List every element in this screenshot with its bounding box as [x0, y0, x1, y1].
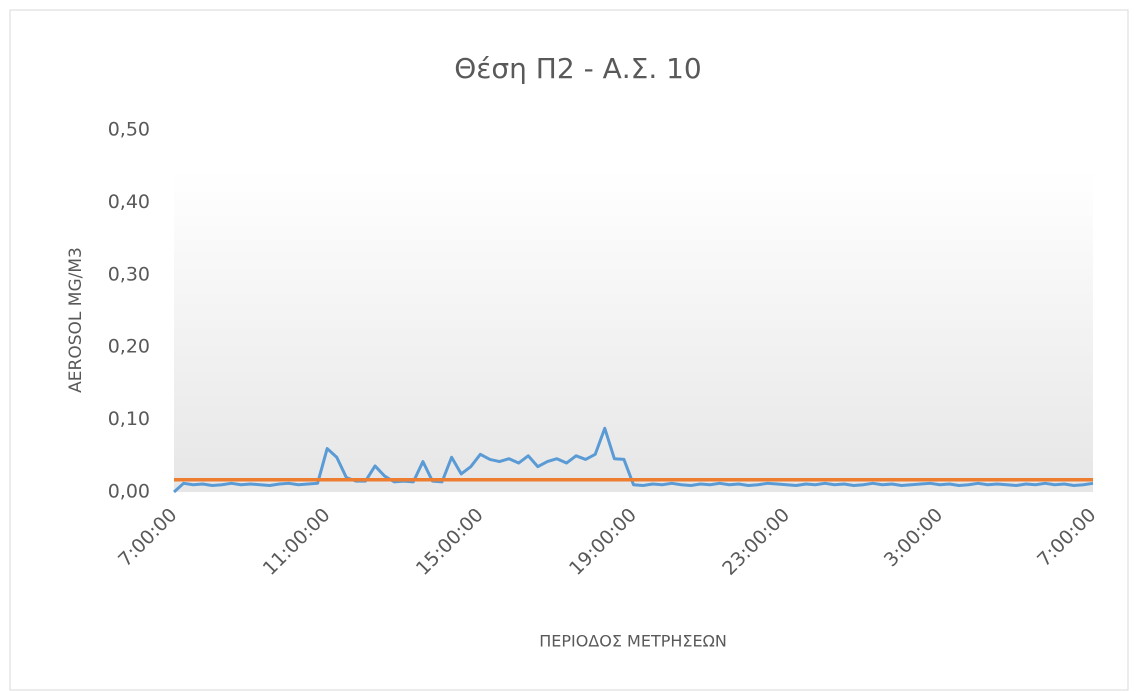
y-tick-label: 0,50 [108, 119, 150, 141]
y-axis-title: AEROSOL MG/M3 [66, 247, 86, 393]
plot-area [174, 170, 1093, 492]
x-axis-title: ΠΕΡΙΟΔΟΣ ΜΕΤΡΗΣΕΩΝ [539, 632, 727, 651]
chart-title: Θέση Π2 - Α.Σ. 10 [454, 52, 702, 85]
data-line [172, 426, 1094, 494]
y-tick-label: 0,40 [108, 191, 150, 213]
y-tick-label: 0,20 [108, 336, 150, 358]
y-tick-label: 0,00 [108, 481, 150, 503]
y-tick-label: 0,10 [108, 408, 150, 430]
y-tick-label: 0,30 [108, 263, 150, 285]
